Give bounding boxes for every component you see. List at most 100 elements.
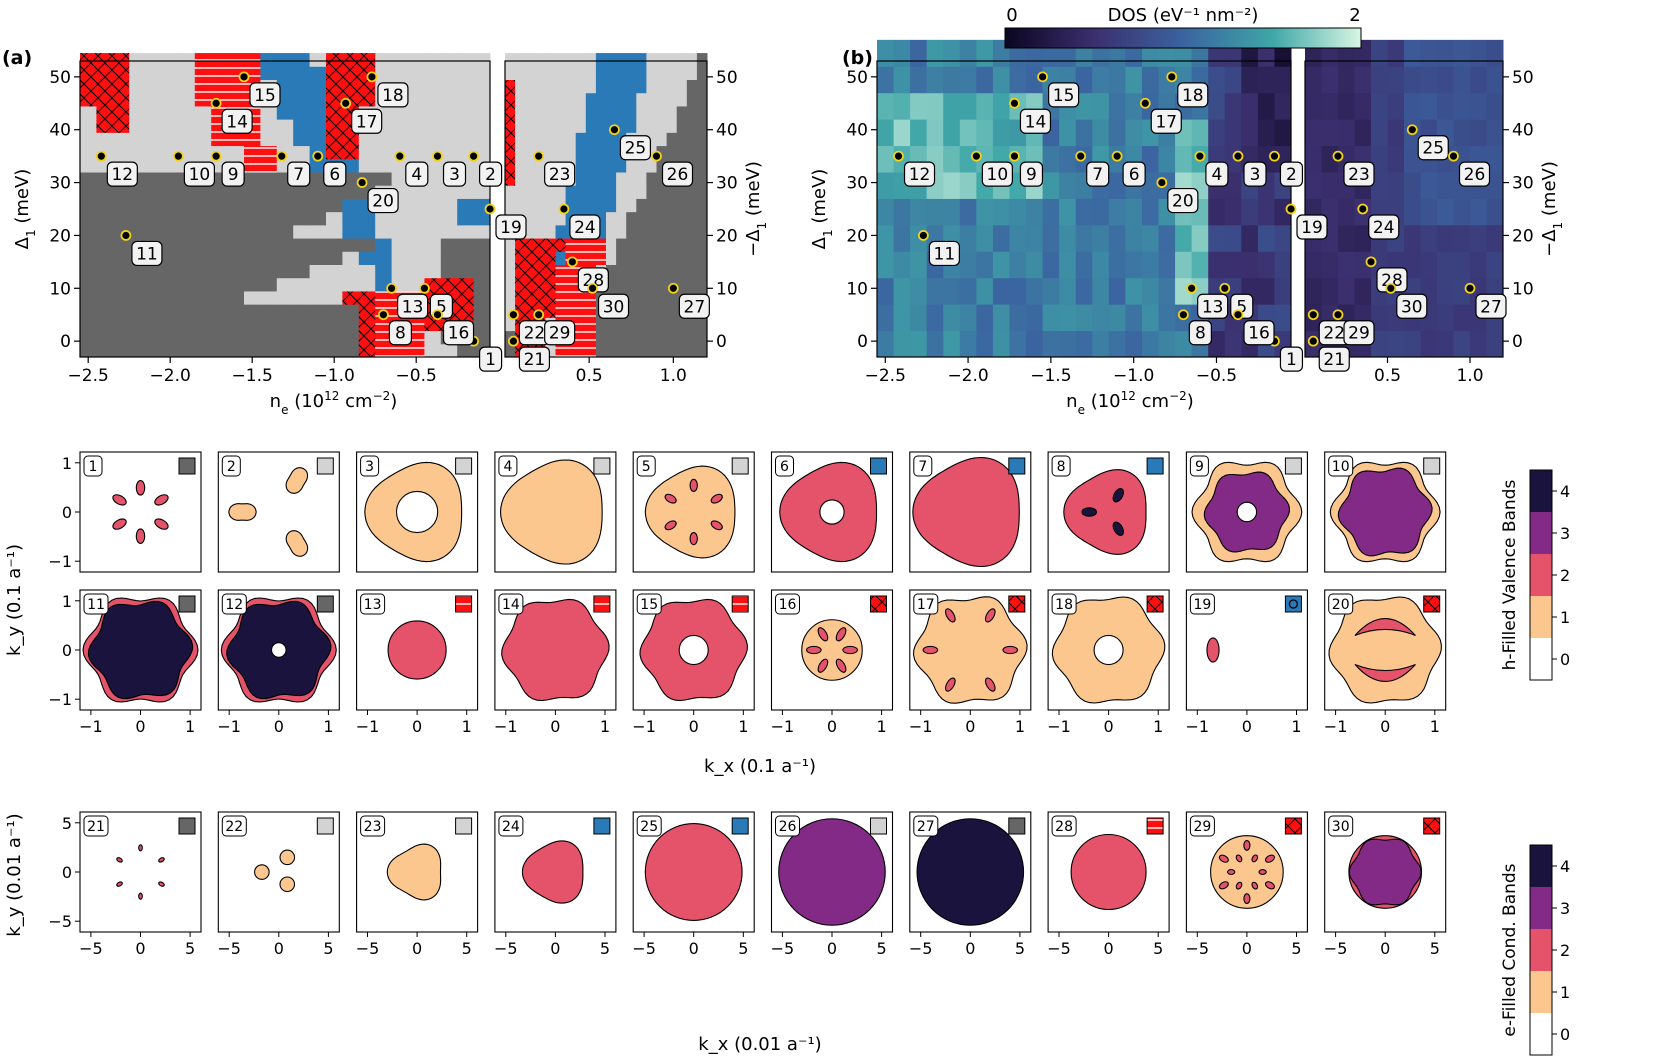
phase-cell	[606, 317, 617, 332]
x-tick-label: −1.0	[1113, 366, 1154, 386]
phase-cell	[358, 92, 376, 107]
fermi-surface-2: 2	[217, 451, 340, 573]
phase-cell	[293, 251, 311, 265]
phase-cell	[145, 277, 163, 292]
inset-x-tick: −5	[771, 939, 795, 958]
inset-x-tick: 1	[185, 717, 195, 736]
point-label: 16	[448, 324, 470, 344]
phase-cell	[162, 66, 179, 80]
inset-y-tick: 1	[62, 592, 72, 611]
phase-cell	[525, 105, 536, 120]
phase-cell	[585, 238, 597, 252]
dos-cell	[1257, 198, 1275, 226]
phase-cell	[178, 304, 196, 318]
phase-cell	[515, 105, 526, 120]
phase-cell	[440, 53, 458, 67]
dos-cell	[1387, 119, 1405, 147]
phase-cell	[342, 251, 360, 265]
phase-swatch	[455, 457, 473, 475]
phase-cell	[178, 224, 196, 239]
phase-cell	[626, 238, 637, 252]
phase-cell	[162, 185, 179, 199]
phase-cell	[358, 264, 376, 279]
phase-cell	[293, 330, 311, 345]
dos-cell	[1404, 39, 1421, 67]
dos-cell	[1486, 66, 1504, 94]
y-axis-label-right: −Δ1 (meV)	[743, 161, 769, 257]
dos-cell	[1470, 251, 1487, 279]
dos-cell	[943, 66, 961, 94]
phase-cell	[178, 79, 196, 94]
phase-cell	[575, 92, 587, 107]
dos-cell	[1158, 145, 1176, 173]
phase-cell	[326, 290, 343, 305]
phase-cell	[666, 238, 678, 252]
phase-cell	[545, 119, 556, 133]
dos-cell	[1158, 277, 1176, 305]
phase-cell	[227, 145, 245, 160]
dos-cell	[1486, 172, 1504, 199]
point-label: 9	[228, 165, 239, 185]
phase-cell	[178, 119, 196, 133]
phase-cell	[440, 198, 458, 213]
phase-swatch	[178, 595, 196, 613]
point-26: 26	[651, 150, 694, 187]
phase-cell	[535, 264, 546, 279]
phase-swatch	[870, 457, 887, 475]
dos-cell	[1042, 330, 1060, 358]
dos-colorbar-label: DOS (eV⁻¹ nm⁻²)	[1108, 5, 1259, 26]
dos-cell	[943, 92, 961, 120]
phase-cell	[525, 158, 536, 173]
phase-cell	[129, 277, 147, 292]
phase-cell	[309, 53, 327, 67]
phase-cell	[358, 145, 376, 160]
point-18: 18	[366, 71, 409, 108]
dos-cell	[1305, 66, 1322, 94]
phase-cell	[375, 238, 393, 252]
phase-cell	[666, 66, 678, 80]
inset-x-tick: −5	[494, 939, 518, 958]
phase-cell	[276, 132, 294, 147]
phase-cell	[666, 290, 678, 305]
phase-cell	[666, 343, 678, 358]
dos-cell	[1453, 198, 1471, 226]
phase-cell	[606, 145, 617, 160]
phase-cell	[646, 238, 657, 252]
y-tick-label: 50	[716, 68, 738, 88]
phase-cell	[424, 66, 442, 80]
phase-cell	[162, 105, 179, 120]
phase-cell	[585, 105, 597, 120]
phase-cell	[595, 158, 607, 173]
inset-x-tick: 0	[135, 717, 145, 736]
dos-cell	[1241, 92, 1259, 120]
inset-number: 28	[1055, 819, 1073, 835]
dos-cell	[1141, 198, 1160, 226]
phase-cell	[162, 172, 179, 186]
dos-cell	[1026, 304, 1044, 332]
inset-number: 7	[918, 459, 927, 475]
fermi-surface-6: 6	[770, 451, 894, 573]
dos-cell	[1224, 172, 1242, 199]
dos-cell	[1208, 92, 1226, 120]
phase-cell	[646, 105, 657, 120]
dos-cell	[1338, 224, 1355, 252]
dos-cell	[1075, 304, 1093, 332]
point-25: 25	[1406, 124, 1449, 161]
y-tick-label: 20	[1512, 226, 1534, 246]
phase-cell	[676, 343, 688, 358]
phase-cell	[535, 251, 546, 265]
x-tick-label: −2.0	[947, 366, 988, 386]
inset-x-tick: 0	[412, 939, 422, 958]
phase-cell	[293, 198, 311, 213]
phase-cell	[535, 172, 546, 186]
phase-cell	[244, 145, 261, 160]
phase-cell	[525, 132, 536, 147]
point-30: 30	[1385, 282, 1428, 319]
phase-cell	[515, 66, 526, 80]
dos-cell	[1175, 251, 1193, 279]
phase-cell	[358, 304, 376, 318]
y-tick-label: 0	[60, 332, 71, 352]
phase-cell	[565, 145, 577, 160]
dos-cell	[959, 330, 977, 358]
point-label: 13	[402, 297, 424, 317]
